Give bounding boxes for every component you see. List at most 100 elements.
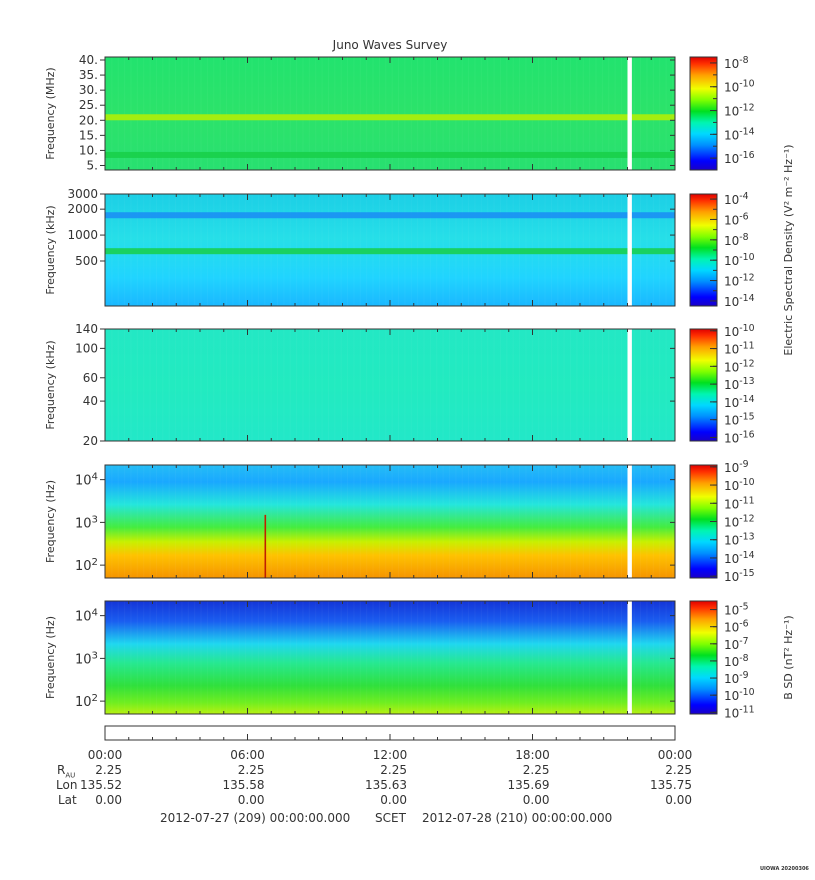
texture-streak [423, 465, 425, 578]
ephemeris-value: 0.00 [95, 793, 122, 807]
ephemeris-value: 2.25 [665, 763, 692, 777]
texture-streak [251, 601, 253, 714]
texture-streak [194, 601, 196, 714]
texture-streak [168, 465, 170, 578]
data-gap [627, 57, 632, 170]
texture-streak [334, 601, 336, 714]
texture-streak [181, 57, 183, 170]
colorbar-tick-label: 10-15 [724, 412, 755, 428]
texture-streak [136, 601, 138, 714]
texture-streak [404, 57, 406, 170]
texture-streak [570, 329, 572, 441]
texture-streak [289, 329, 291, 441]
y-tick-label: 1000 [67, 228, 98, 242]
texture-streak [334, 329, 336, 441]
texture-streak [640, 57, 642, 170]
texture-streak [149, 329, 151, 441]
texture-streak [302, 329, 304, 441]
texture-streak [398, 465, 400, 578]
ephemeris-value: 0.00 [523, 793, 550, 807]
texture-streak [181, 601, 183, 714]
texture-streak [359, 329, 361, 441]
texture-streak [493, 465, 495, 578]
texture-streak [378, 329, 380, 441]
texture-streak [111, 57, 113, 170]
texture-streak [385, 465, 387, 578]
y-axis-label: Frequency (Hz) [44, 480, 57, 563]
texture-streak [652, 465, 654, 578]
texture-streak [468, 329, 470, 441]
texture-streak [366, 465, 368, 578]
texture-streak [487, 465, 489, 578]
texture-streak [124, 57, 126, 170]
texture-streak [570, 57, 572, 170]
texture-streak [557, 329, 559, 441]
texture-streak [474, 465, 476, 578]
texture-streak [519, 329, 521, 441]
colorbar-tick-label: 10-7 [724, 636, 749, 652]
texture-streak [550, 601, 552, 714]
texture-streak [111, 465, 113, 578]
texture-streak [340, 57, 342, 170]
ephemeris-value: 0.00 [665, 793, 692, 807]
colorbar-tick-label: 10-13 [724, 532, 755, 548]
texture-streak [620, 601, 622, 714]
colorbar-tick-label: 10-11 [724, 495, 755, 511]
colorbar-label: B SD (nT² Hz⁻¹) [782, 615, 795, 699]
texture-streak [570, 465, 572, 578]
texture-streak [194, 465, 196, 578]
texture-streak [162, 465, 164, 578]
texture-streak [206, 329, 208, 441]
texture-streak [378, 57, 380, 170]
texture-streak [213, 57, 215, 170]
spectrogram-panel-3 [100, 328, 718, 442]
y-tick-label: 2000 [67, 202, 98, 216]
texture-streak [232, 601, 234, 714]
texture-streak [289, 465, 291, 578]
texture-streak [576, 601, 578, 714]
texture-streak [461, 465, 463, 578]
spectrogram-fill [105, 601, 675, 714]
texture-streak [404, 601, 406, 714]
texture-streak [245, 329, 247, 441]
texture-streak [429, 465, 431, 578]
texture-streak [652, 57, 654, 170]
texture-streak [404, 465, 406, 578]
y-tick-label: 20 [83, 434, 98, 448]
colorbar-tick-label: 10-12 [724, 273, 755, 289]
texture-streak [289, 57, 291, 170]
texture-streak [162, 57, 164, 170]
ephemeris-value: 135.58 [223, 778, 265, 792]
texture-streak [187, 465, 189, 578]
texture-streak [474, 601, 476, 714]
texture-streak [353, 601, 355, 714]
texture-streak [474, 57, 476, 170]
texture-streak [302, 465, 304, 578]
spectrogram-panel-5 [100, 600, 718, 715]
texture-streak [544, 465, 546, 578]
colorbar-tick-label: 10-12 [724, 514, 755, 530]
texture-streak [378, 465, 380, 578]
texture-streak [417, 601, 419, 714]
texture-streak [398, 601, 400, 714]
y-tick-label: 500 [75, 254, 98, 268]
texture-streak [448, 57, 450, 170]
texture-streak [563, 601, 565, 714]
texture-streak [245, 465, 247, 578]
texture-streak [563, 329, 565, 441]
texture-streak [550, 465, 552, 578]
time-tick-label: 00:00 [658, 748, 693, 762]
texture-streak [448, 329, 450, 441]
colorbar-tick-label: 10-14 [724, 394, 755, 410]
y-axis-label: Frequency (MHz) [44, 67, 57, 159]
texture-streak [410, 329, 412, 441]
texture-streak [130, 601, 132, 714]
texture-streak [531, 57, 533, 170]
y-tick-label: 25. [79, 98, 98, 112]
texture-streak [117, 465, 119, 578]
texture-streak [468, 465, 470, 578]
ephemeris-value: 135.69 [508, 778, 550, 792]
texture-streak [385, 601, 387, 714]
texture-streak [136, 465, 138, 578]
texture-streak [372, 329, 374, 441]
